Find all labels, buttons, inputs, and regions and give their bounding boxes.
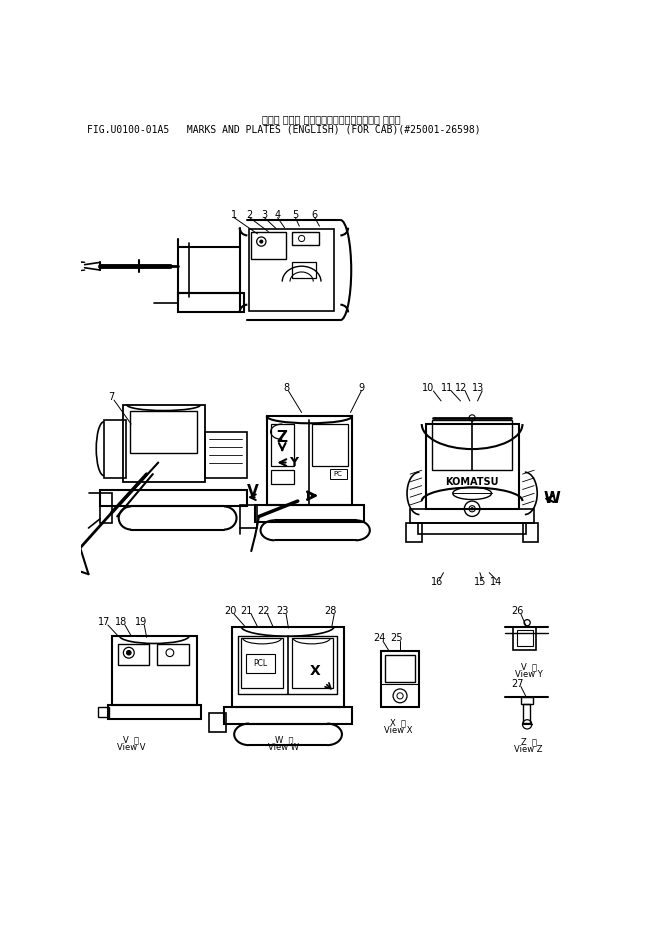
Bar <box>108 705 201 719</box>
Bar <box>271 424 294 467</box>
Text: 8: 8 <box>283 382 289 393</box>
Bar <box>293 263 316 278</box>
Bar <box>426 424 519 509</box>
Bar <box>523 523 538 542</box>
Text: 14: 14 <box>490 577 503 587</box>
Bar <box>224 708 352 725</box>
Bar <box>238 636 337 694</box>
Text: 11: 11 <box>441 382 453 393</box>
Bar <box>523 703 530 723</box>
Text: 25: 25 <box>390 633 402 643</box>
Circle shape <box>127 651 131 655</box>
Text: 13: 13 <box>472 382 484 393</box>
Text: 4: 4 <box>275 209 280 220</box>
Bar <box>255 505 364 522</box>
Text: Z: Z <box>276 430 287 445</box>
Bar <box>98 707 109 717</box>
Bar <box>267 416 352 505</box>
Text: V: V <box>247 483 258 498</box>
Text: FIG.U0100-01A5   MARKS AND PLATES (ENGLISH) (FOR CAB)(#25001-26598): FIG.U0100-01A5 MARKS AND PLATES (ENGLISH… <box>87 124 481 134</box>
Text: 9: 9 <box>359 382 364 393</box>
Text: 7: 7 <box>109 392 115 402</box>
Text: 5: 5 <box>292 209 298 220</box>
Bar <box>418 523 526 534</box>
Text: View Y: View Y <box>515 669 543 679</box>
Bar <box>205 432 247 478</box>
Bar <box>130 411 197 453</box>
Bar <box>209 712 225 732</box>
Text: W: W <box>543 491 560 506</box>
Text: View V: View V <box>117 743 145 752</box>
Text: 15: 15 <box>474 577 486 587</box>
Text: 28: 28 <box>324 606 337 616</box>
Text: 20: 20 <box>224 606 236 616</box>
Text: 23: 23 <box>276 606 288 616</box>
Text: 21: 21 <box>240 606 253 616</box>
Bar <box>157 643 189 665</box>
Text: View Z: View Z <box>514 745 543 755</box>
Text: PCL: PCL <box>253 659 267 668</box>
Bar <box>271 470 294 484</box>
Circle shape <box>260 240 263 243</box>
Bar <box>293 232 320 245</box>
Bar <box>100 490 247 507</box>
Bar <box>112 636 197 705</box>
Text: 22: 22 <box>257 606 270 616</box>
Text: View X: View X <box>384 726 413 735</box>
Bar <box>410 509 534 523</box>
Text: 6: 6 <box>312 209 318 220</box>
Text: X: X <box>310 664 321 678</box>
Text: 27: 27 <box>511 679 523 688</box>
Text: V  見: V 見 <box>521 662 537 671</box>
Text: 26: 26 <box>511 606 523 616</box>
Bar <box>118 643 149 665</box>
Text: Y: Y <box>289 456 298 469</box>
Bar <box>307 494 309 498</box>
Bar <box>293 638 333 688</box>
Bar <box>330 468 348 480</box>
Bar <box>251 232 286 258</box>
Bar <box>241 638 283 688</box>
Text: 19: 19 <box>135 617 147 627</box>
Circle shape <box>471 508 474 510</box>
Bar <box>312 424 348 467</box>
Text: Z  見: Z 見 <box>521 738 537 746</box>
Text: 18: 18 <box>115 617 127 627</box>
Text: マーク および プレート（エイゴ）（キャブ ヨウ）: マーク および プレート（エイゴ）（キャブ ヨウ） <box>262 114 401 124</box>
Bar <box>406 523 422 542</box>
Bar <box>432 420 512 470</box>
Bar <box>513 626 536 650</box>
Bar <box>104 420 126 478</box>
Bar <box>249 229 334 310</box>
Text: 2: 2 <box>247 209 253 220</box>
Bar <box>123 405 205 482</box>
Bar <box>385 655 415 682</box>
Text: V  見: V 見 <box>123 735 139 744</box>
Bar <box>100 494 112 523</box>
Text: 3: 3 <box>262 209 267 220</box>
Text: PC: PC <box>333 471 342 477</box>
Text: 10: 10 <box>422 382 434 393</box>
Bar <box>517 630 532 646</box>
Text: KOMATSU: KOMATSU <box>445 477 499 487</box>
Bar <box>240 505 256 528</box>
Text: 24: 24 <box>373 633 385 643</box>
Bar <box>178 294 244 312</box>
Text: 16: 16 <box>431 577 443 587</box>
Text: View W: View W <box>268 743 299 752</box>
Text: 12: 12 <box>455 382 468 393</box>
Text: 17: 17 <box>98 617 110 627</box>
Text: 1: 1 <box>231 209 237 220</box>
Text: W  見: W 見 <box>275 735 293 744</box>
Bar <box>381 651 419 707</box>
Text: X  見: X 見 <box>390 718 406 727</box>
Bar <box>521 698 532 703</box>
Bar <box>232 626 344 708</box>
Bar <box>246 654 275 673</box>
